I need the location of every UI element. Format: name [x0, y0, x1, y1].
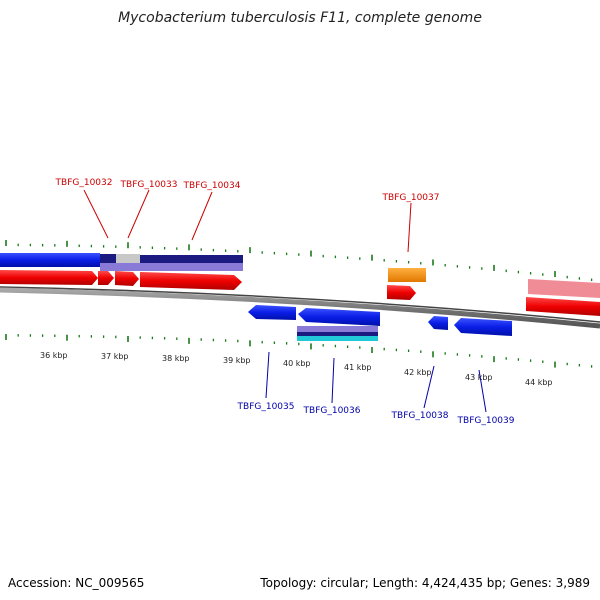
leader-line	[127, 189, 150, 239]
leader-line	[478, 369, 487, 413]
forward-leader-lines	[83, 189, 412, 253]
forward-feature-band	[0, 253, 600, 298]
scale-label: 36 kbp	[40, 351, 68, 360]
gene-arrow-red	[526, 297, 600, 316]
gene-block-navy	[297, 332, 378, 336]
gene-arrow-blue	[428, 316, 448, 330]
gene-block-navy	[140, 255, 243, 263]
leader-line	[331, 357, 335, 404]
leader-line	[407, 202, 412, 253]
forward-gene-arrows	[0, 270, 600, 316]
leader-line	[423, 365, 435, 409]
reverse-gene-labels: TBFG_10035 TBFG_10036 TBFG_10038 TBFG_10…	[237, 402, 515, 426]
leader-line	[191, 191, 213, 241]
outer-tick-ring	[5, 240, 593, 282]
gene-block-pink	[528, 279, 600, 298]
scale-label: 38 kbp	[162, 354, 190, 363]
gene-label: TBFG_10037	[382, 193, 440, 203]
scale-label: 37 kbp	[101, 352, 129, 361]
gene-block-blue	[0, 253, 100, 267]
inner-tick-ring	[5, 334, 593, 368]
gene-label: TBFG_10039	[457, 416, 515, 426]
gene-arrow-red	[387, 285, 416, 300]
topology-text: Topology: circular; Length: 4,424,435 bp…	[260, 576, 590, 590]
gene-block-orange	[388, 268, 426, 282]
forward-gene-labels: TBFG_10032 TBFG_10033 TBFG_10034 TBFG_10…	[55, 178, 440, 203]
scale-label: 44 kbp	[525, 378, 553, 387]
reverse-feature-band	[297, 326, 378, 341]
gene-arrow-red	[0, 270, 98, 285]
genome-backbone	[0, 287, 600, 329]
scale-label: 42 kbp	[404, 368, 432, 377]
accession-text: Accession: NC_009565	[8, 576, 145, 590]
scale-label: 41 kbp	[344, 363, 372, 372]
gene-arrow-red	[140, 272, 242, 290]
gene-label: TBFG_10032	[55, 178, 113, 188]
leader-line	[265, 351, 270, 399]
scale-label: 39 kbp	[223, 356, 251, 365]
gene-block-lavender	[297, 326, 378, 332]
gene-arrow-blue	[454, 318, 512, 336]
gene-label: TBFG_10038	[391, 411, 449, 421]
gene-label: TBFG_10035	[237, 402, 295, 412]
gene-block-cyan	[297, 336, 378, 341]
scale-labels: 36 kbp 37 kbp 38 kbp 39 kbp 40 kbp 41 kb…	[40, 351, 553, 387]
scale-label: 43 kbp	[465, 373, 493, 382]
gene-label: TBFG_10034	[183, 181, 241, 191]
map-title: Mycobacterium tuberculosis F11, complete…	[118, 10, 482, 26]
gene-arrow-red	[115, 271, 139, 286]
reverse-leader-lines	[265, 351, 487, 413]
gene-block-lavender	[100, 263, 243, 271]
backbone-outline	[0, 286, 600, 323]
reverse-gene-arrows	[248, 305, 512, 336]
gene-label: TBFG_10036	[303, 406, 361, 416]
gene-arrow-blue	[248, 305, 296, 320]
gene-arrow-red	[98, 271, 114, 285]
scale-label: 40 kbp	[283, 359, 311, 368]
gene-arrow-blue	[298, 308, 380, 326]
gene-label: TBFG_10033	[120, 180, 178, 190]
leader-line	[83, 189, 109, 239]
